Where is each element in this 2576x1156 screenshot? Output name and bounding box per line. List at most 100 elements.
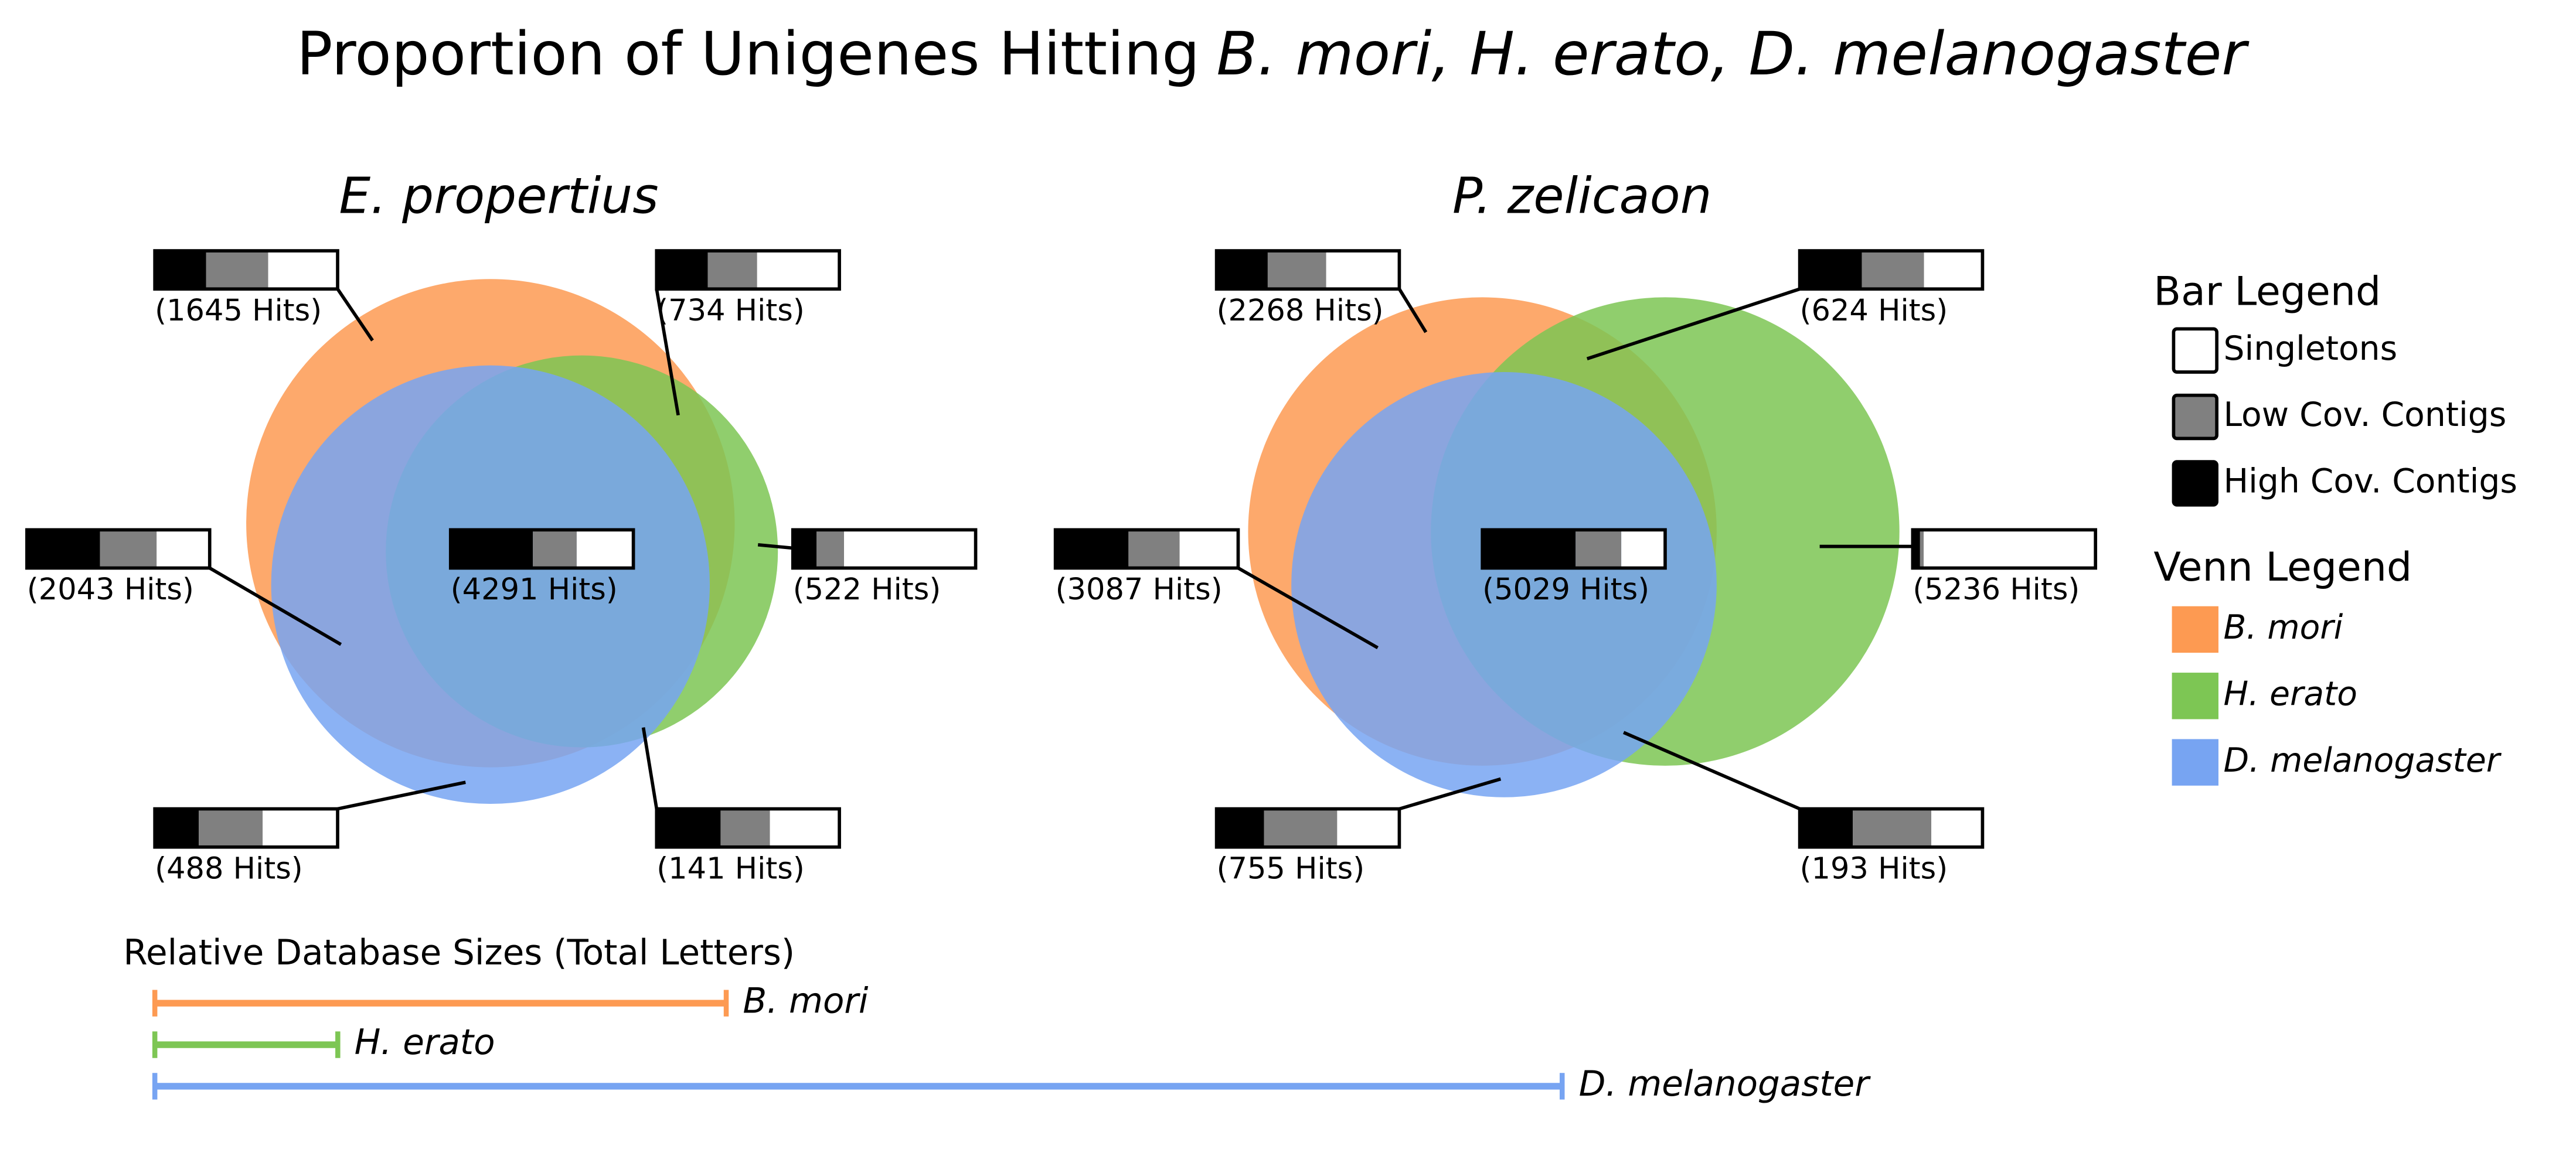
bar-segment (1575, 530, 1622, 568)
bar-segment (268, 251, 338, 289)
legend-label: H. erato (2223, 674, 2357, 713)
hits-label: (522 Hits) (793, 572, 941, 607)
bar-segment (156, 530, 210, 568)
bar-segment (155, 251, 206, 289)
hits-label: (488 Hits) (155, 851, 303, 886)
bar-segment (844, 530, 976, 568)
bar-outline (1481, 528, 1667, 570)
leader-line (1398, 777, 1502, 811)
leader-line (757, 543, 794, 550)
bar-segment (155, 809, 199, 847)
database-label: H. erato (355, 1022, 495, 1063)
bar-outline (1214, 249, 1401, 291)
bar-segment (1055, 530, 1129, 568)
bar-segment (263, 809, 338, 847)
bar-segment (1216, 251, 1268, 289)
bar-segment (533, 530, 577, 568)
venn-circle (1291, 371, 1717, 797)
leader-line (1398, 288, 1428, 333)
bar-outline (1798, 807, 1985, 849)
panel-title: P. zelicaon (1452, 168, 1712, 226)
bar-segment (770, 809, 840, 847)
bar-segment (816, 530, 845, 568)
legend-label: Singletons (2223, 329, 2397, 368)
bar-outline (25, 528, 212, 570)
bar-outline (1053, 528, 1240, 570)
hits-label: (1645 Hits) (155, 294, 322, 328)
leader-line (336, 288, 374, 342)
bar-segment (100, 530, 157, 568)
database-label: D. melanogaster (1579, 1064, 1871, 1104)
bar-segment (1482, 530, 1576, 568)
leader-line (655, 288, 680, 416)
hits-label: (3087 Hits) (1056, 572, 1223, 607)
bar-segment (1128, 530, 1180, 568)
legend-swatch (2172, 673, 2218, 719)
bar-outline (655, 807, 841, 849)
bar-outline (1798, 249, 1985, 291)
hits-label: (734 Hits) (656, 294, 805, 328)
bar-segment (1799, 809, 1853, 847)
database-label: B. mori (743, 981, 869, 1021)
bar-segment (199, 809, 263, 847)
legend-title: Bar Legend (2153, 268, 2381, 315)
bar-segment (1924, 251, 1983, 289)
bar-outline (1214, 807, 1401, 849)
bar-segment (1924, 530, 2096, 568)
legend-label: High Cov. Contigs (2223, 462, 2517, 501)
hits-label: (2268 Hits) (1217, 294, 1384, 328)
bar-segment (450, 530, 533, 568)
bar-segment (206, 251, 268, 289)
bar-outline (791, 528, 978, 570)
bar-segment (1799, 251, 1862, 289)
legend-label: D. melanogaster (2223, 741, 2502, 780)
bar-segment (656, 809, 721, 847)
bar-segment (1621, 530, 1665, 568)
bar-outline (1911, 528, 2098, 570)
hits-label: (755 Hits) (1217, 851, 1365, 886)
bar-segment (26, 530, 100, 568)
legend-label: B. mori (2223, 608, 2343, 647)
bar-segment (1853, 809, 1932, 847)
bar-segment (1179, 530, 1238, 568)
bar-segment (1913, 530, 1920, 568)
bar-segment (1326, 251, 1400, 289)
legend-swatch (2172, 739, 2218, 786)
bar-outline (448, 528, 635, 570)
legend-swatch (2172, 460, 2218, 507)
bar-outline (655, 249, 841, 291)
hits-label: (141 Hits) (656, 851, 805, 886)
leader-line (1237, 567, 1379, 650)
figure-title: Proportion of Unigenes Hitting B. mori, H… (297, 19, 2250, 89)
legend-swatch (2172, 327, 2218, 374)
hits-label: (5236 Hits) (1913, 572, 2080, 607)
bar-segment (576, 530, 634, 568)
title-species: B. mori, H. erato, D. melanogaster (1216, 19, 2250, 89)
bar-outline (153, 249, 339, 291)
hits-label: (193 Hits) (1800, 851, 1948, 886)
bar-segment (1931, 809, 1983, 847)
hits-label: (624 Hits) (1800, 294, 1948, 328)
bar-segment (1862, 251, 1924, 289)
bar-segment (656, 251, 708, 289)
leader-line (1622, 731, 1801, 811)
bar-segment (1920, 530, 1924, 568)
legend-swatch (2172, 606, 2218, 653)
legend-title: Venn Legend (2153, 544, 2412, 591)
leader-line (1586, 287, 1801, 361)
bar-segment (1267, 251, 1326, 289)
bar-segment (720, 809, 770, 847)
legend-swatch (2172, 393, 2218, 441)
legend-label: Low Cov. Contigs (2223, 395, 2506, 434)
bar-segment (792, 530, 817, 568)
leader-line (337, 780, 466, 811)
bar-segment (1264, 809, 1338, 847)
hits-label: (4291 Hits) (451, 572, 618, 607)
bar-outline (153, 807, 339, 849)
bar-segment (707, 251, 757, 289)
venn-circle (271, 365, 710, 804)
bar-segment (1337, 809, 1400, 847)
panel-title: E. propertius (339, 168, 658, 226)
